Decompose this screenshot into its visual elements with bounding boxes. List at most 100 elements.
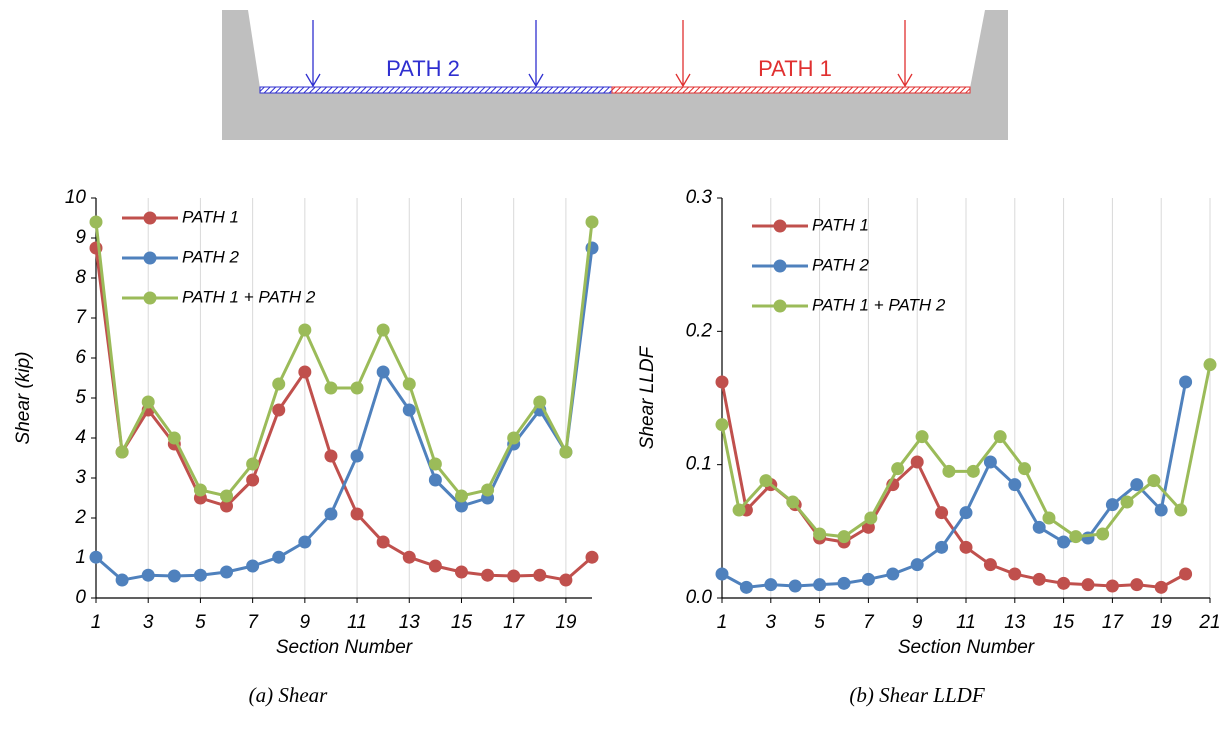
data-point xyxy=(167,569,181,583)
y-tick-label: 6 xyxy=(75,347,86,368)
y-tick-label: 9 xyxy=(75,227,86,248)
y-axis-label: Shear LLDF xyxy=(637,345,658,449)
data-point xyxy=(141,395,155,409)
x-tick-label: 1 xyxy=(717,612,728,633)
path-label: PATH 2 xyxy=(386,56,460,81)
data-point xyxy=(732,503,746,517)
x-tick-label: 5 xyxy=(814,612,825,633)
data-point xyxy=(220,499,234,513)
series xyxy=(715,375,1193,594)
data-point xyxy=(1105,579,1119,593)
data-point xyxy=(891,462,905,476)
data-point xyxy=(1032,520,1046,534)
data-point xyxy=(1130,478,1144,492)
data-point xyxy=(559,445,573,459)
data-point xyxy=(1105,498,1119,512)
data-point xyxy=(715,418,729,432)
y-tick-label: 0.2 xyxy=(686,320,713,341)
data-point xyxy=(886,567,900,581)
path-2-lane xyxy=(259,86,613,94)
legend-marker xyxy=(143,291,157,305)
legend-label: PATH 1 + PATH 2 xyxy=(182,287,316,306)
data-point xyxy=(454,499,468,513)
data-point xyxy=(324,449,338,463)
data-point xyxy=(89,215,103,229)
data-point xyxy=(837,530,851,544)
x-tick-label: 11 xyxy=(956,612,976,633)
data-point xyxy=(788,579,802,593)
y-tick-label: 0.0 xyxy=(686,587,713,608)
data-point xyxy=(1057,576,1071,590)
path-1-lane xyxy=(611,86,971,94)
y-tick-label: 0.1 xyxy=(686,454,712,475)
data-point xyxy=(585,215,599,229)
x-tick-label: 17 xyxy=(1102,612,1125,633)
data-point xyxy=(324,381,338,395)
data-point xyxy=(115,445,129,459)
data-point xyxy=(966,464,980,478)
y-tick-label: 10 xyxy=(65,187,87,208)
data-point xyxy=(983,455,997,469)
data-point xyxy=(272,550,286,564)
data-point xyxy=(837,576,851,590)
series xyxy=(715,358,1217,544)
data-point xyxy=(220,565,234,579)
legend-label: PATH 2 xyxy=(182,247,240,266)
data-point xyxy=(1008,478,1022,492)
data-point xyxy=(1096,527,1110,541)
data-point xyxy=(402,377,416,391)
data-point xyxy=(507,431,521,445)
y-tick-label: 7 xyxy=(75,307,87,328)
x-tick-label: 9 xyxy=(912,612,923,633)
data-point xyxy=(376,365,390,379)
series-line xyxy=(94,221,594,498)
data-point xyxy=(715,375,729,389)
data-point xyxy=(167,431,181,445)
data-point xyxy=(861,572,875,586)
data-point xyxy=(350,449,364,463)
y-tick-label: 5 xyxy=(75,387,86,408)
data-point xyxy=(1120,495,1134,509)
legend-marker xyxy=(773,219,787,233)
x-tick-label: 15 xyxy=(1053,612,1075,633)
data-point xyxy=(350,381,364,395)
data-point xyxy=(910,455,924,469)
legend-label: PATH 1 xyxy=(812,215,869,234)
data-point xyxy=(376,323,390,337)
data-point xyxy=(193,568,207,582)
y-tick-label: 0 xyxy=(75,587,86,608)
data-point xyxy=(959,506,973,520)
data-point xyxy=(1154,503,1168,517)
data-point xyxy=(759,474,773,488)
data-point xyxy=(402,550,416,564)
data-point xyxy=(1042,511,1056,525)
series xyxy=(715,375,1193,594)
data-point xyxy=(481,483,495,497)
data-point xyxy=(1147,474,1161,488)
path-2-arrows xyxy=(305,20,544,88)
x-axis-label: Section Number xyxy=(276,637,413,658)
y-tick-label: 2 xyxy=(74,507,86,528)
data-point xyxy=(559,573,573,587)
y-tick-label: 0.3 xyxy=(686,187,713,208)
data-point xyxy=(715,567,729,581)
data-point xyxy=(350,507,364,521)
data-point xyxy=(1081,578,1095,592)
series xyxy=(89,241,599,587)
legend-marker xyxy=(773,299,787,313)
data-point xyxy=(910,558,924,572)
data-point xyxy=(454,565,468,579)
path-1-arrows xyxy=(675,20,913,88)
data-point xyxy=(942,464,956,478)
path-label: PATH 1 xyxy=(758,56,832,81)
x-tick-label: 3 xyxy=(143,612,154,633)
data-point xyxy=(220,489,234,503)
data-point xyxy=(764,578,778,592)
data-point xyxy=(935,506,949,520)
data-point xyxy=(193,483,207,497)
data-point xyxy=(507,569,521,583)
data-point xyxy=(813,578,827,592)
data-point xyxy=(1057,535,1071,549)
